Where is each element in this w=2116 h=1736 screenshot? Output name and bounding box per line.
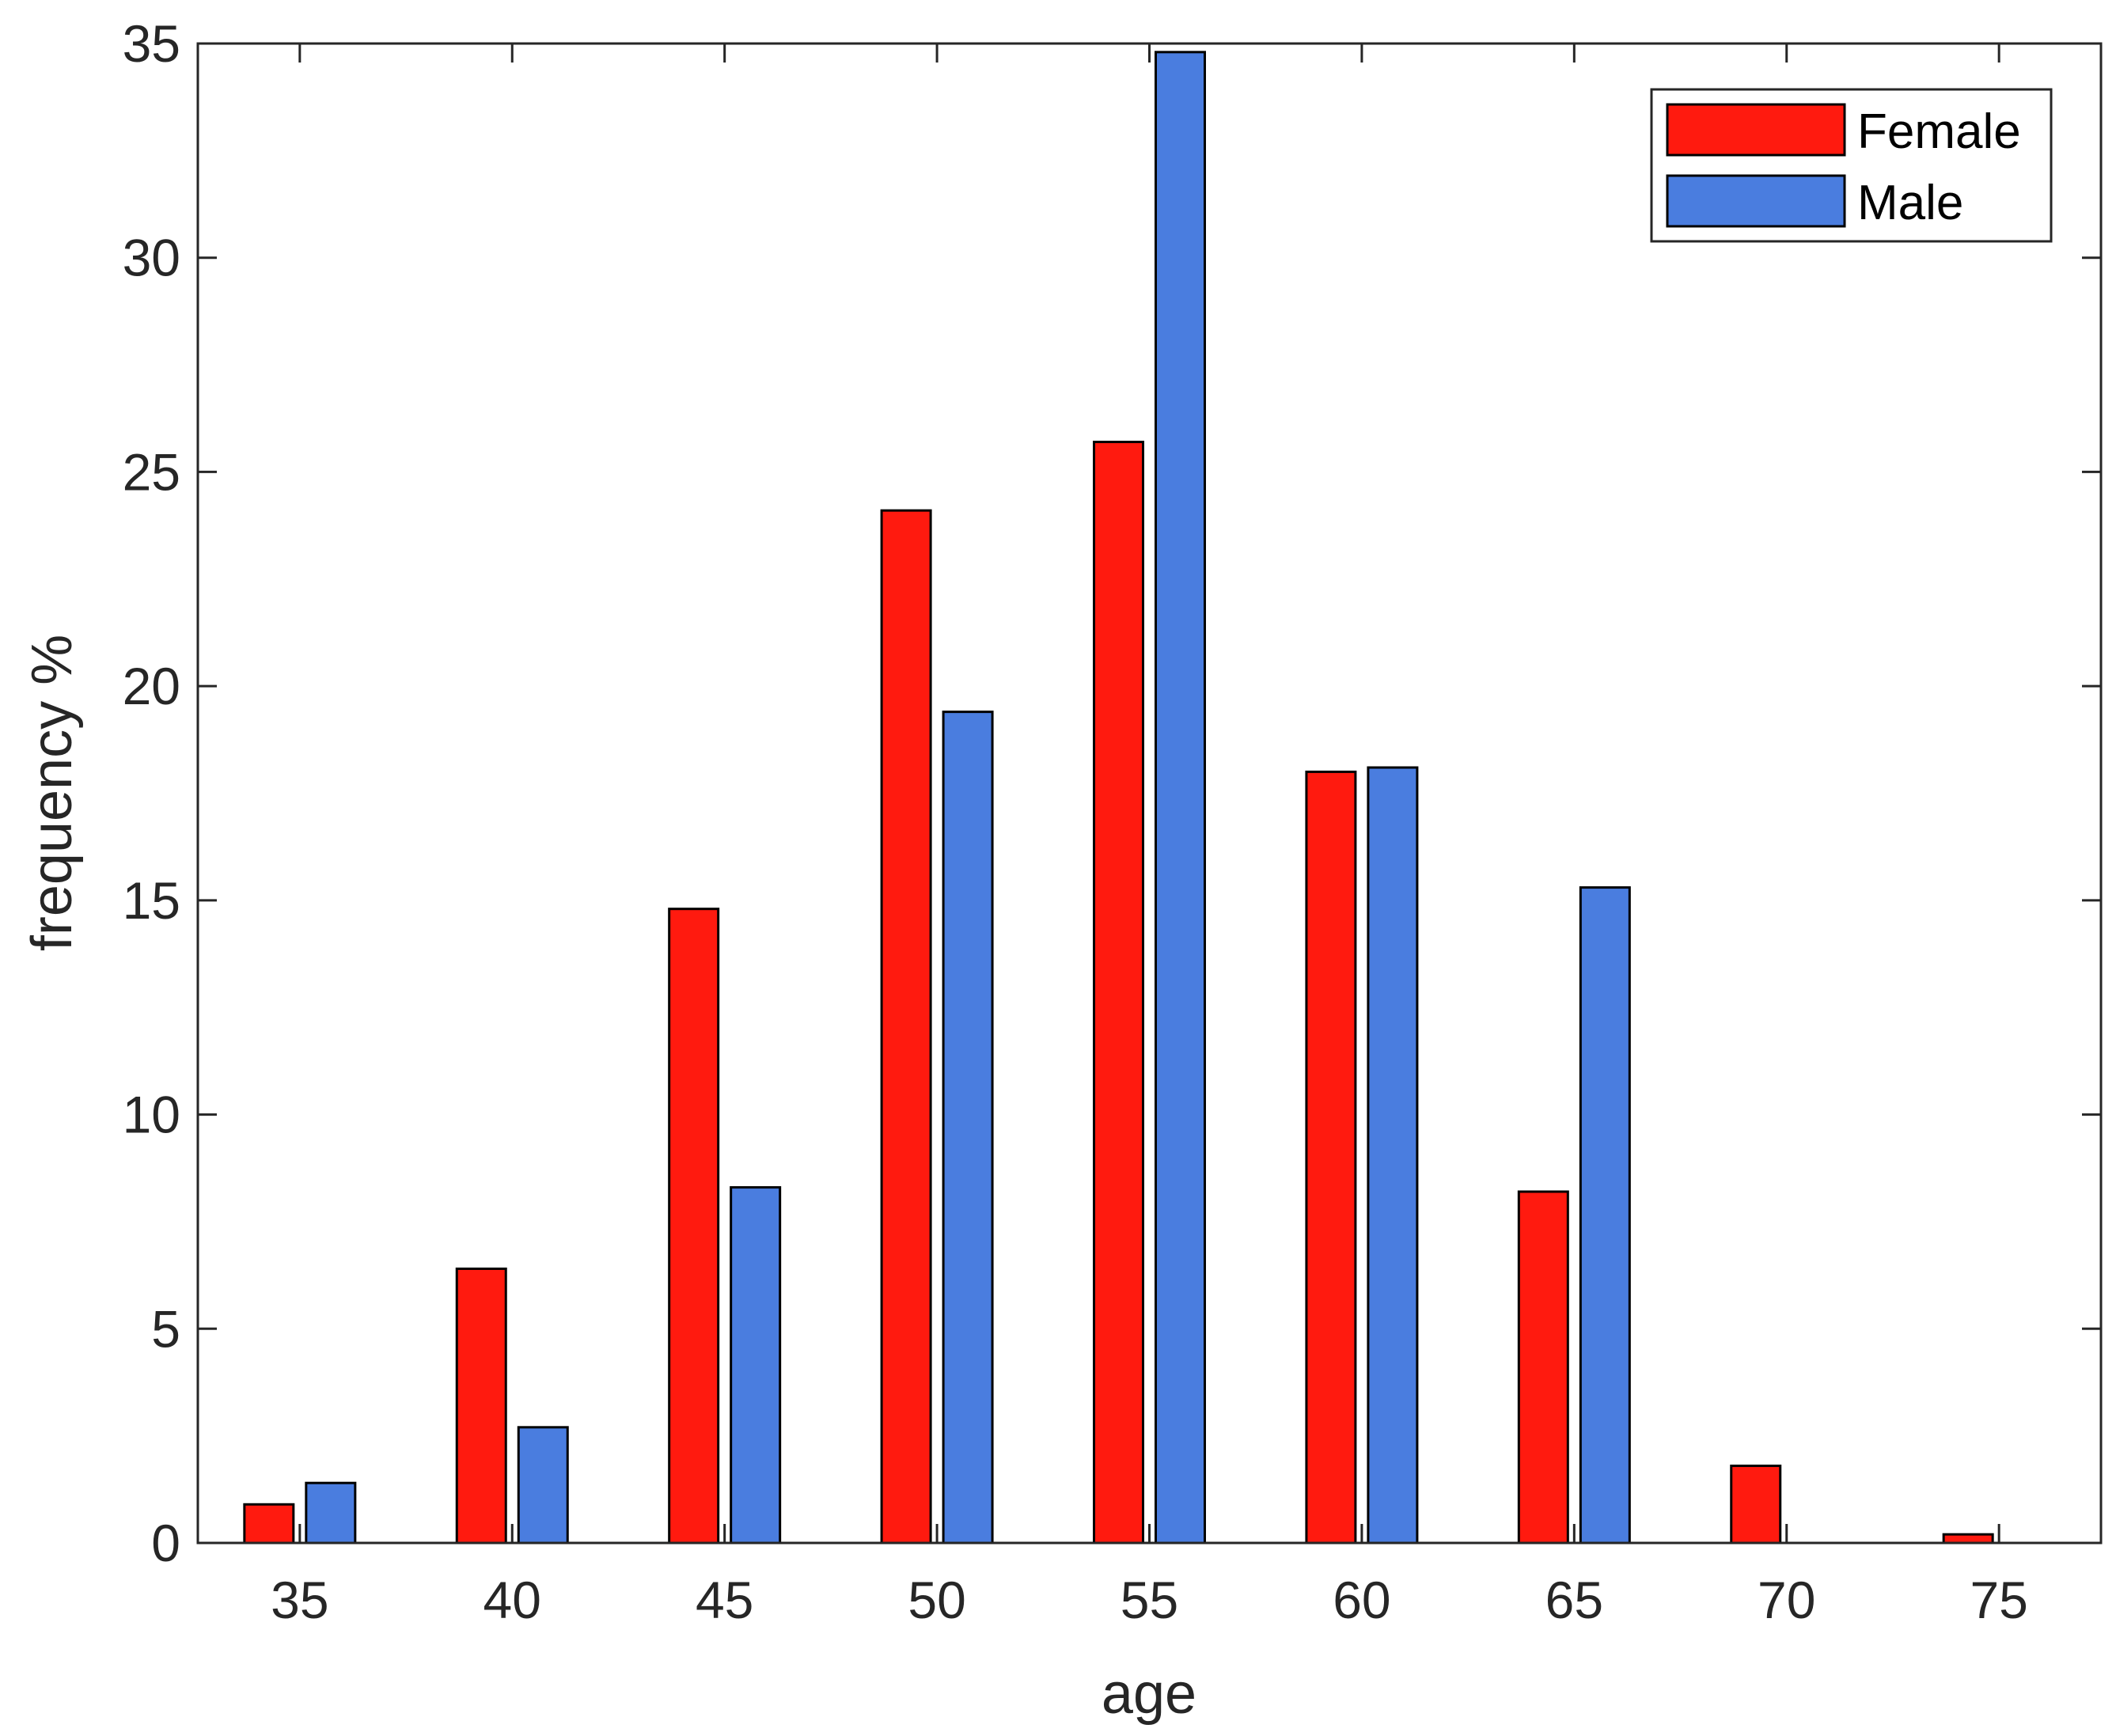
y-tick-label-15: 15 bbox=[123, 871, 180, 930]
bar-female-45 bbox=[668, 908, 720, 1545]
bar-male-45 bbox=[730, 1186, 782, 1545]
x-tick-label-55: 55 bbox=[1121, 1571, 1178, 1629]
y-tick-label-0: 0 bbox=[151, 1514, 180, 1572]
x-tick-label-50: 50 bbox=[908, 1571, 965, 1629]
x-tick-label-45: 45 bbox=[696, 1571, 753, 1629]
bar-female-75 bbox=[1942, 1533, 1994, 1545]
bar-female-50 bbox=[880, 509, 932, 1545]
bar-male-40 bbox=[517, 1426, 569, 1545]
bars-group bbox=[243, 51, 1994, 1545]
x-tick-label-70: 70 bbox=[1758, 1571, 1815, 1629]
legend: Female Male bbox=[1650, 88, 2053, 243]
bar-male-35 bbox=[305, 1481, 357, 1545]
bar-male-50 bbox=[942, 711, 994, 1545]
bar-female-70 bbox=[1730, 1465, 1782, 1545]
tick-labels-group: 0 5 10 15 20 25 30 35 35 40 45 50 55 60 65 70 75 bbox=[123, 14, 2028, 1629]
x-axis-title: age bbox=[1102, 1662, 1196, 1726]
bar-female-55 bbox=[1093, 441, 1144, 1545]
bar-male-65 bbox=[1579, 886, 1631, 1545]
y-axis-title: frequency % bbox=[21, 635, 84, 951]
bar-female-60 bbox=[1305, 770, 1357, 1545]
y-tick-label-35: 35 bbox=[123, 14, 180, 73]
y-tick-label-5: 5 bbox=[151, 1299, 180, 1358]
legend-swatch-male bbox=[1666, 174, 1846, 228]
plot-background bbox=[198, 44, 2101, 1543]
legend-label-male: Male bbox=[1857, 176, 1963, 230]
x-tick-label-60: 60 bbox=[1333, 1571, 1390, 1629]
y-tick-label-30: 30 bbox=[123, 229, 180, 287]
x-tick-label-65: 65 bbox=[1545, 1571, 1603, 1629]
x-tick-label-75: 75 bbox=[1970, 1571, 2027, 1629]
bar-male-60 bbox=[1367, 766, 1419, 1545]
legend-swatch-female bbox=[1666, 103, 1846, 157]
x-tick-label-40: 40 bbox=[483, 1571, 541, 1629]
bar-female-40 bbox=[455, 1267, 507, 1545]
plot-frame bbox=[196, 42, 2103, 1545]
bar-female-35 bbox=[243, 1503, 295, 1545]
bar-female-65 bbox=[1517, 1190, 1569, 1545]
legend-label-female: Female bbox=[1857, 104, 2021, 159]
y-tick-label-25: 25 bbox=[123, 442, 180, 501]
y-tick-label-10: 10 bbox=[123, 1086, 180, 1144]
x-tick-label-35: 35 bbox=[271, 1571, 328, 1629]
bar-male-55 bbox=[1155, 51, 1206, 1545]
y-tick-label-20: 20 bbox=[123, 657, 180, 715]
